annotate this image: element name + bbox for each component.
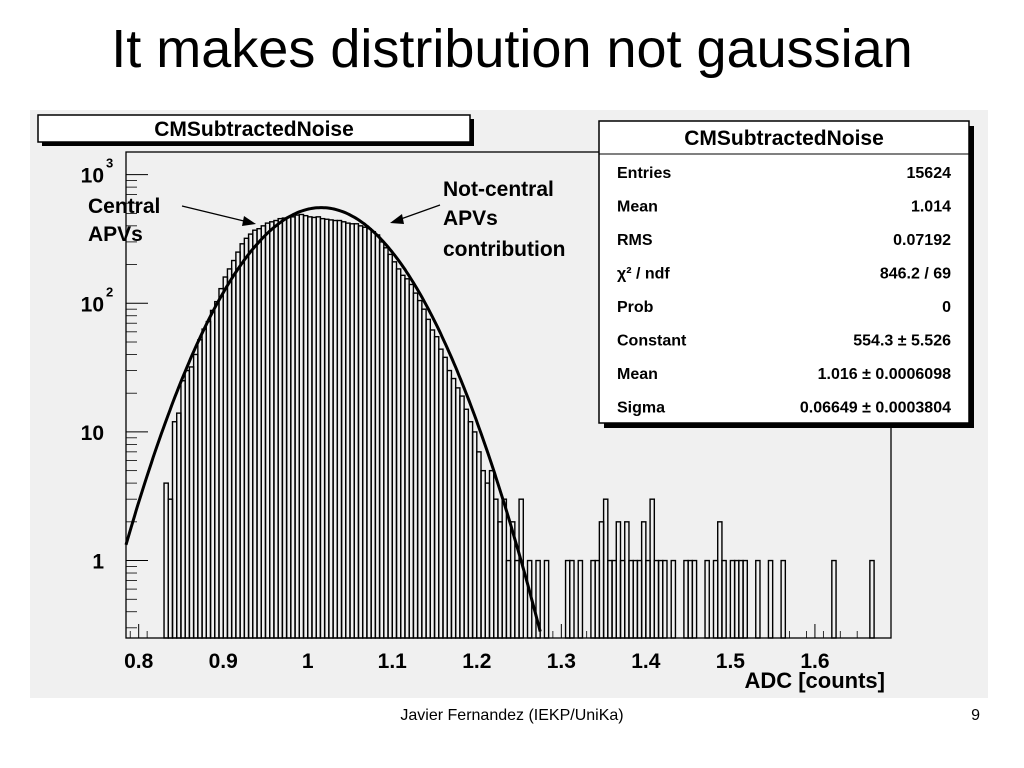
stats-box: CMSubtractedNoise Entries 15624 Mean 1.014 R… [598,120,974,428]
stats-row-value: 0.07192 [893,232,951,249]
x-tick-label: 1.4 [631,650,661,673]
annotation-noncentral-line-1: Not-central [443,178,554,201]
histogram-bin [535,559,541,639]
x-tick-label: 1.6 [800,650,829,673]
histogram-bin [662,559,668,639]
annotation-noncentral: Not-central APVs contribution [390,178,565,261]
stats-row-label: Entries [617,165,671,182]
annotation-central-line-1: Central [88,195,160,218]
gaussian-fit-curve [124,206,542,632]
y-tick-label: 10 [81,165,104,188]
stats-row-value: 1.014 [911,199,951,216]
x-tick-label: 1.5 [716,650,746,673]
histogram-bin [869,559,875,639]
histogram-bin [767,559,774,639]
stats-row-value: 15624 [907,165,952,182]
stats-row-value: 554.3 ± 5.526 [853,333,951,350]
annotation-central-arrow [181,205,249,223]
histogram-bins [163,213,875,639]
stats-row-label: Sigma [617,400,665,417]
histogram-title-box: CMSubtractedNoise [37,114,474,146]
annotation-noncentral-line-2: APVs [443,207,498,230]
histogram-bin [742,559,748,639]
annotation-central-line-2: APVs [88,223,143,246]
x-tick-label: 1.1 [378,650,408,673]
y-tick-label: 1 [92,551,104,574]
histogram-bin [670,559,677,639]
histogram-bin [577,559,584,639]
annotation-central-arrowhead [242,216,256,226]
footer-author: Javier Fernandez (IEKP/UniKa) [400,707,624,724]
annotation-central: Central APVs [88,195,256,246]
stats-row-label: RMS [617,232,653,249]
y-tick-exponent: 2 [106,284,113,299]
annotation-noncentral-line-3: contribution [443,238,565,261]
x-tick-label: 0.8 [124,650,154,673]
histogram-bin [831,559,837,639]
y-tick-exponent: 3 [106,156,113,171]
x-tick-label: 1.3 [547,650,576,673]
annotation-noncentral-arrow [397,204,441,221]
slide-title: It makes distribution not gaussian [111,19,913,79]
histogram-title: CMSubtractedNoise [154,118,354,141]
stats-row-value: 0.06649 ± 0.0003804 [800,400,951,417]
stats-title: CMSubtractedNoise [684,127,884,150]
stats-rows: Entries 15624 Mean 1.014 RMS 0.07192 χ² / ndf 8… [617,165,951,417]
annotation-noncentral-arrowhead [390,214,404,224]
x-tick-label: 1 [302,650,314,673]
stats-row-label: Prob [617,299,654,316]
stats-row-label: Mean [617,366,658,383]
stats-row-value: 1.016 ± 0.0006098 [818,366,951,383]
x-tick-label: 1.2 [462,650,491,673]
histogram-bin [721,559,727,639]
stats-row-label: Constant [617,333,687,350]
x-axis-label: ADC [counts] [744,668,885,693]
histogram-bin [704,559,710,639]
histogram-bin [543,559,550,639]
stats-row-value: 846.2 / 69 [880,266,951,283]
stats-row-label: Mean [617,199,658,216]
stats-row-value: 0 [942,299,951,316]
page-number: 9 [971,707,980,724]
histogram-bin [569,559,575,639]
x-tick-label: 0.9 [209,650,238,673]
histogram-bin [691,559,698,639]
stats-row-label: χ² / ndf [617,266,670,283]
y-tick-label: 10 [81,422,104,445]
histogram-bin [755,559,761,639]
histogram-bin [780,559,787,639]
y-tick-label: 10 [81,293,104,316]
